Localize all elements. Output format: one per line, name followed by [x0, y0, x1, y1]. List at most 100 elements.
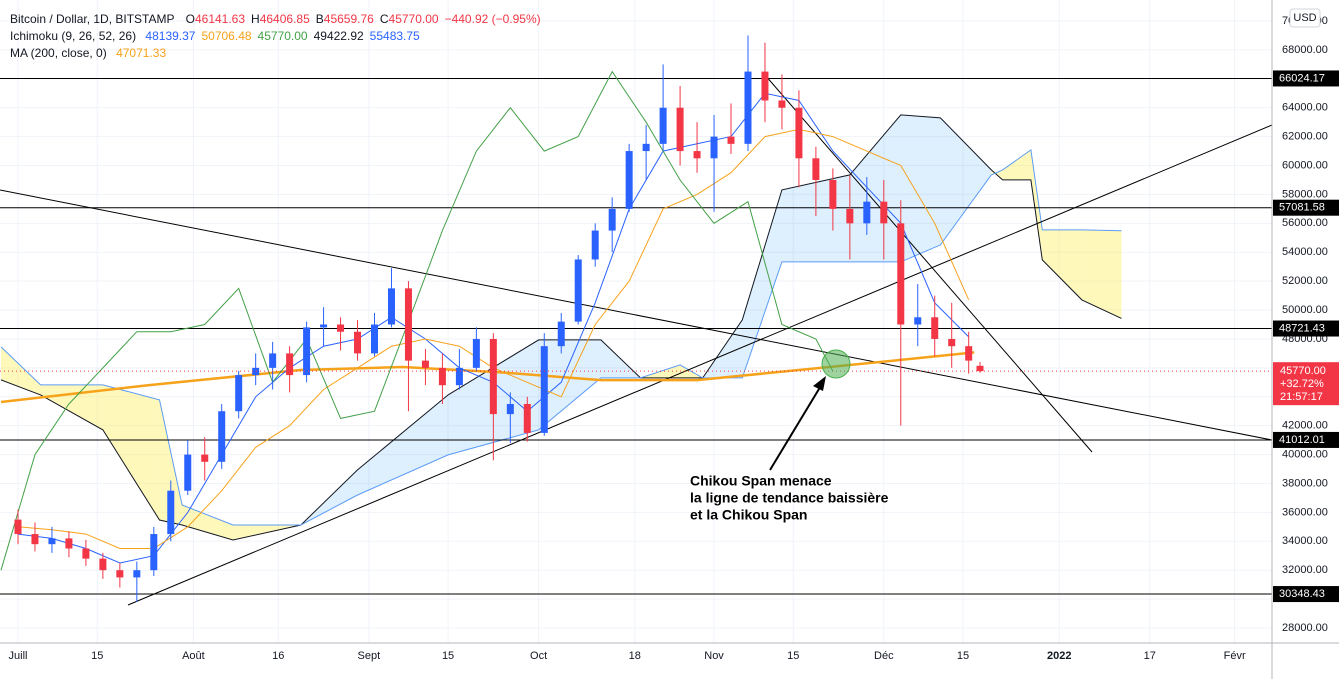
x-tick-label: Août: [182, 650, 205, 662]
level-label: 48721.43: [1279, 322, 1325, 334]
cloud-span: [0, 149, 1122, 526]
x-tick-label: 15: [787, 650, 799, 662]
plot-area: [0, 0, 1273, 643]
candle-body: [795, 107, 803, 159]
candle-body: [574, 259, 582, 322]
countdown: 21:57:17: [1280, 391, 1323, 403]
candle-body: [625, 151, 633, 209]
ohlc-value: 46141.63: [195, 12, 245, 26]
x-tick-label: Sept: [358, 650, 381, 662]
candle-body: [489, 338, 497, 415]
candle-body: [948, 338, 956, 347]
x-tick-label: Juill: [9, 650, 28, 662]
currency-button[interactable]: [1289, 8, 1321, 28]
candle-body: [659, 107, 667, 144]
y-tick-label: 42000.00: [1282, 420, 1328, 432]
candle-body: [965, 346, 973, 361]
legend-line: Ichimoku (9, 26, 52, 26) 48139.37 50706.4…: [10, 29, 420, 43]
indicator-value: 49422.92: [314, 29, 364, 43]
candle-body: [761, 71, 769, 101]
level-label-box: [1273, 586, 1339, 603]
candle-body: [438, 367, 446, 386]
candle-body: [14, 519, 22, 535]
candle-body: [133, 570, 141, 578]
arrow-shaft: [769, 383, 823, 471]
candle-body: [846, 208, 854, 224]
candle-body: [931, 317, 939, 339]
ohlc-label: B: [316, 12, 324, 26]
currency[interactable]: USD: [1293, 12, 1316, 24]
candle-body: [897, 223, 905, 325]
candle-body: [31, 534, 39, 545]
candle-body: [303, 327, 311, 376]
indicator-value: 50706.48: [201, 29, 251, 43]
candle-body: [235, 375, 243, 412]
cloud-fill: [940, 117, 992, 245]
candle-body: [65, 538, 73, 549]
y-tick-label: 64000.00: [1282, 102, 1328, 114]
candle-body: [116, 570, 124, 578]
candle-body: [404, 288, 412, 361]
level-label: 66024.17: [1279, 72, 1325, 84]
candle-body: [727, 136, 735, 144]
indicator-value: 48139.37: [145, 29, 195, 43]
cloud-fill: [102, 384, 160, 520]
last-price-box: [1273, 362, 1339, 406]
legend-line: MA (200, close, 0) 47071.33: [10, 46, 166, 60]
x-tick-label: 16: [272, 650, 284, 662]
candle-body: [387, 288, 395, 325]
candle-body: [286, 353, 294, 376]
candle-body: [710, 136, 718, 159]
candle-body: [863, 201, 871, 224]
y-tick-label: 34000.00: [1282, 535, 1328, 547]
y-tick-label: 32000.00: [1282, 564, 1328, 576]
cloud-fill: [900, 114, 941, 262]
candle-body: [676, 107, 684, 152]
candle-body: [976, 365, 984, 372]
highlight-circle: [821, 349, 851, 379]
y-tick-label: 60000.00: [1282, 159, 1328, 171]
x-tick-label: 15: [957, 650, 969, 662]
cloud-fill: [182, 504, 234, 540]
ohlc-value: 45770.00: [389, 12, 439, 26]
cloud-fill: [1042, 229, 1082, 300]
cloud-span: [0, 114, 1122, 541]
level-label-box: [1273, 70, 1339, 87]
trend-line: [127, 124, 1273, 606]
y-tick-label: 50000.00: [1282, 304, 1328, 316]
x-tick-label: 15: [442, 650, 454, 662]
y-tick-label: 38000.00: [1282, 477, 1328, 489]
candle-body: [337, 324, 345, 332]
annotation-line: et la Chikou Span: [690, 507, 807, 523]
ohlc-label: C: [380, 12, 389, 26]
trend-line: [0, 189, 1273, 441]
y-tick-label: 62000.00: [1282, 131, 1328, 143]
indicator-name: Ichimoku (9, 26, 52, 26): [10, 29, 136, 43]
ohlc-value: 46406.85: [260, 12, 310, 26]
cloud-fill: [849, 114, 901, 262]
ohlc-value: 45659.76: [324, 12, 374, 26]
candle-body: [252, 367, 260, 376]
level-label-box: [1273, 320, 1339, 337]
candle-body: [167, 490, 175, 535]
candle-body: [591, 230, 599, 260]
symbol: Bitcoin / Dollar, 1D, BITSTAMP: [10, 12, 174, 26]
candle-body: [642, 143, 650, 152]
candle-body: [201, 454, 209, 462]
x-tick-label: Nov: [704, 650, 724, 662]
candle-body: [506, 403, 514, 415]
y-tick-label: 52000.00: [1282, 275, 1328, 287]
candle-body: [218, 411, 226, 462]
change: −440.92 (−0.95%): [445, 12, 541, 26]
x-tick-label: Déc: [874, 650, 894, 662]
candle-body: [82, 548, 90, 559]
annotation-line: la ligne de tendance baissière: [690, 490, 889, 506]
level-label: 57081.58: [1279, 202, 1325, 214]
y-tick-label: 40000.00: [1282, 448, 1328, 460]
y-tick-label: 58000.00: [1282, 188, 1328, 200]
level-label: 41012.01: [1279, 434, 1325, 446]
indicator-value: 47071.33: [116, 46, 166, 60]
cloud-fill: [1030, 149, 1043, 260]
cloud-fill: [1002, 149, 1031, 180]
candle-body: [184, 454, 192, 491]
